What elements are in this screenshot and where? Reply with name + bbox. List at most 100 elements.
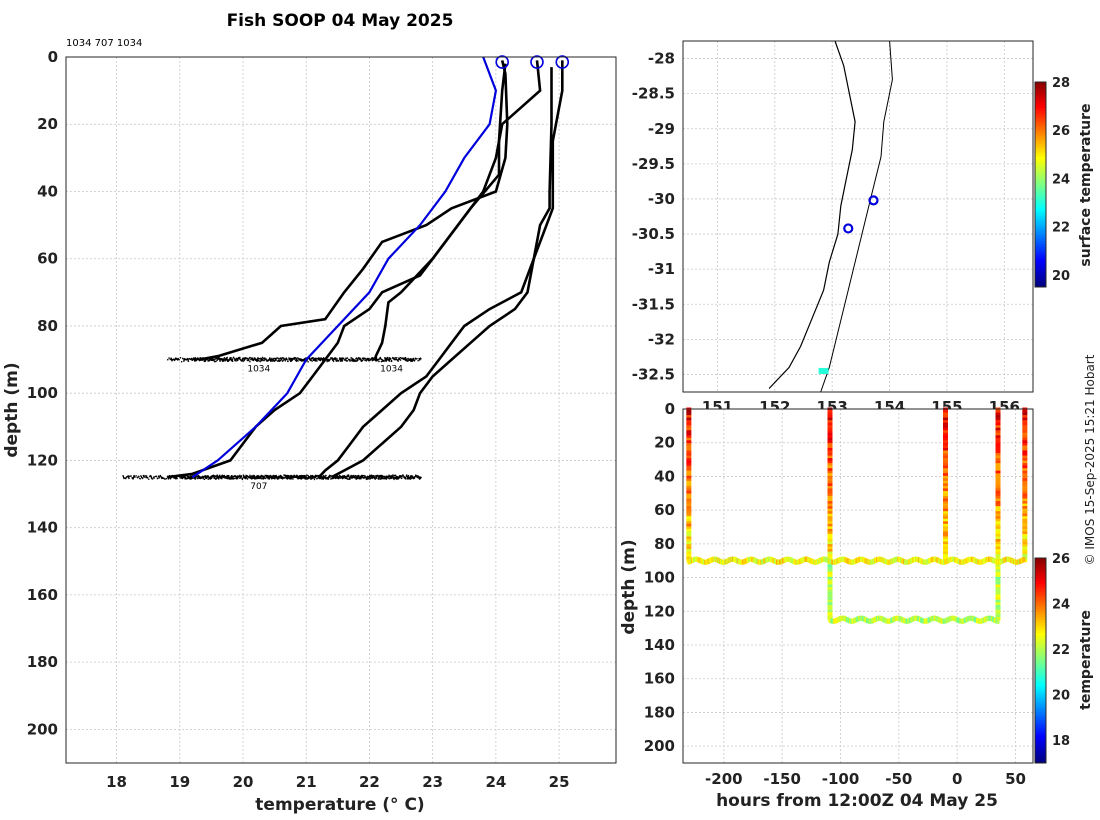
cast-sample [827, 579, 833, 583]
colorbar-segment [1035, 655, 1046, 659]
cast-sample [827, 511, 833, 515]
cast-sample [827, 531, 833, 535]
colorbar-segment [1035, 729, 1046, 733]
colorbar-segment [1035, 251, 1046, 255]
cast-sample [827, 430, 833, 434]
lat-tick-label: -30.5 [632, 225, 675, 243]
cast-sample [827, 564, 833, 568]
cast-sample [827, 498, 833, 502]
colorbar-segment [1035, 261, 1046, 265]
cast-sample [943, 465, 948, 469]
cast-sample [995, 427, 1001, 431]
cast-sample [995, 503, 1001, 507]
cast-sample [1022, 480, 1028, 484]
colorbar-segment [1035, 256, 1046, 260]
cast-sample [943, 496, 948, 499]
colorbar-tick-label: 24 [1052, 172, 1070, 187]
probe-id-label: 707 [250, 482, 267, 492]
cast-sample [1022, 490, 1028, 494]
lat-tick-label: -32.5 [632, 365, 675, 383]
cast-sample [1022, 483, 1028, 487]
cast-sample [995, 521, 1001, 525]
cast-sample [995, 597, 1001, 601]
cast-sample [686, 440, 692, 444]
colorbar-segment [1035, 719, 1046, 723]
y-tick-label: 140 [27, 519, 58, 537]
cast-sample [943, 533, 948, 537]
cast-sample [686, 546, 692, 550]
y-tick-label: 100 [644, 569, 675, 587]
colorbar-segment [1035, 609, 1046, 613]
cast-sample [1022, 508, 1028, 512]
cast-sample [686, 447, 692, 451]
colorbar-segment [1035, 673, 1046, 677]
colorbar-segment [1035, 153, 1046, 157]
colorbar-segment [1035, 724, 1046, 728]
cast-sample [827, 584, 833, 588]
colorbar-segment [1035, 678, 1046, 682]
y-tick-label: 180 [644, 703, 675, 721]
cast-sample [943, 531, 948, 535]
cast-sample [995, 480, 1001, 484]
colorbar-segment [1035, 107, 1046, 111]
cast-sample [995, 602, 1001, 606]
cast-sample [1022, 518, 1028, 522]
colorbar-segment [1035, 739, 1046, 743]
colorbar-segment [1035, 128, 1046, 132]
colorbar-segment [1035, 123, 1046, 127]
cast-sample [827, 556, 833, 560]
colorbar-segment [1035, 652, 1046, 656]
y-tick-label: 140 [644, 636, 675, 654]
colorbar-segment [1035, 742, 1046, 746]
cast-sample [827, 473, 833, 477]
colorbar-segment [1035, 222, 1046, 226]
colorbar-segment [1035, 174, 1046, 178]
cast-sample [827, 536, 833, 540]
cast-sample [995, 498, 1001, 502]
colorbar-segment [1035, 161, 1046, 165]
cast-sample [827, 503, 833, 507]
colorbar-segment [1035, 675, 1046, 679]
x-tick-label: 20 [233, 773, 254, 791]
lat-tick-label: -29 [648, 120, 675, 138]
cast-sample [827, 458, 833, 462]
colorbar-segment [1035, 622, 1046, 626]
colorbar-segment [1035, 650, 1046, 654]
colorbar-segment [1035, 619, 1046, 623]
colorbar-segment [1035, 233, 1046, 237]
cast-sample [1022, 536, 1028, 540]
cast-sample [995, 516, 1001, 520]
cast-sample [943, 470, 948, 474]
cast-sample [827, 526, 833, 530]
lat-tick-label: -28.5 [632, 85, 675, 103]
colorbar-segment [1035, 688, 1046, 692]
cast-sample [827, 485, 833, 489]
cast-sample [686, 488, 692, 492]
colorbar-segment [1035, 640, 1046, 644]
cast-sample [827, 445, 833, 449]
cast-sample [686, 533, 692, 537]
colorbar-segment [1035, 266, 1046, 270]
colorbar-segment [1035, 197, 1046, 201]
colorbar-segment [1035, 110, 1046, 114]
cast-sample [943, 536, 948, 540]
axes-frame [65, 56, 617, 764]
colorbar-segment [1035, 87, 1046, 91]
profile-line [191, 56, 498, 479]
cast-sample [827, 597, 833, 601]
colorbar-segment [1035, 202, 1046, 206]
cast-sample [1022, 506, 1028, 510]
colorbar-segment [1035, 105, 1046, 109]
lat-tick-label: -30 [648, 190, 675, 208]
y-tick-label: 60 [654, 501, 675, 519]
colorbar-segment [1035, 243, 1046, 247]
cast-sample [686, 432, 692, 436]
cast-sample [1022, 463, 1028, 467]
cast-sample [1022, 521, 1028, 525]
cast-sample [1022, 440, 1028, 444]
x-tick-label: -150 [763, 770, 801, 788]
cast-sample [686, 554, 692, 558]
cast-sample [827, 551, 833, 555]
colorbar-segment [1035, 228, 1046, 232]
cast-sample [686, 417, 692, 421]
